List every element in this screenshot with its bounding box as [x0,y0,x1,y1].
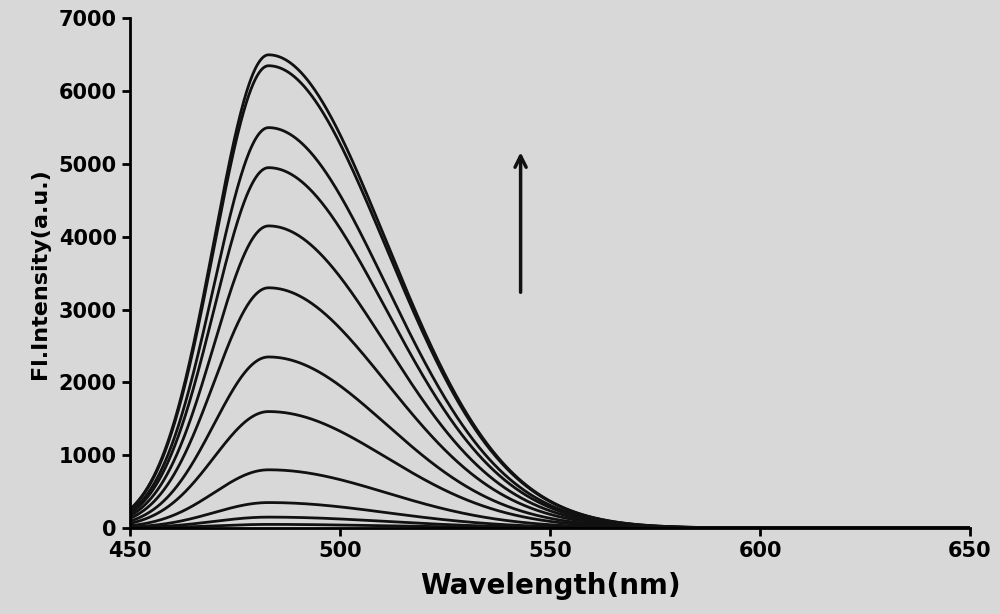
Y-axis label: Fl.Intensity(a.u.): Fl.Intensity(a.u.) [30,168,50,379]
X-axis label: Wavelength(nm): Wavelength(nm) [420,572,680,600]
